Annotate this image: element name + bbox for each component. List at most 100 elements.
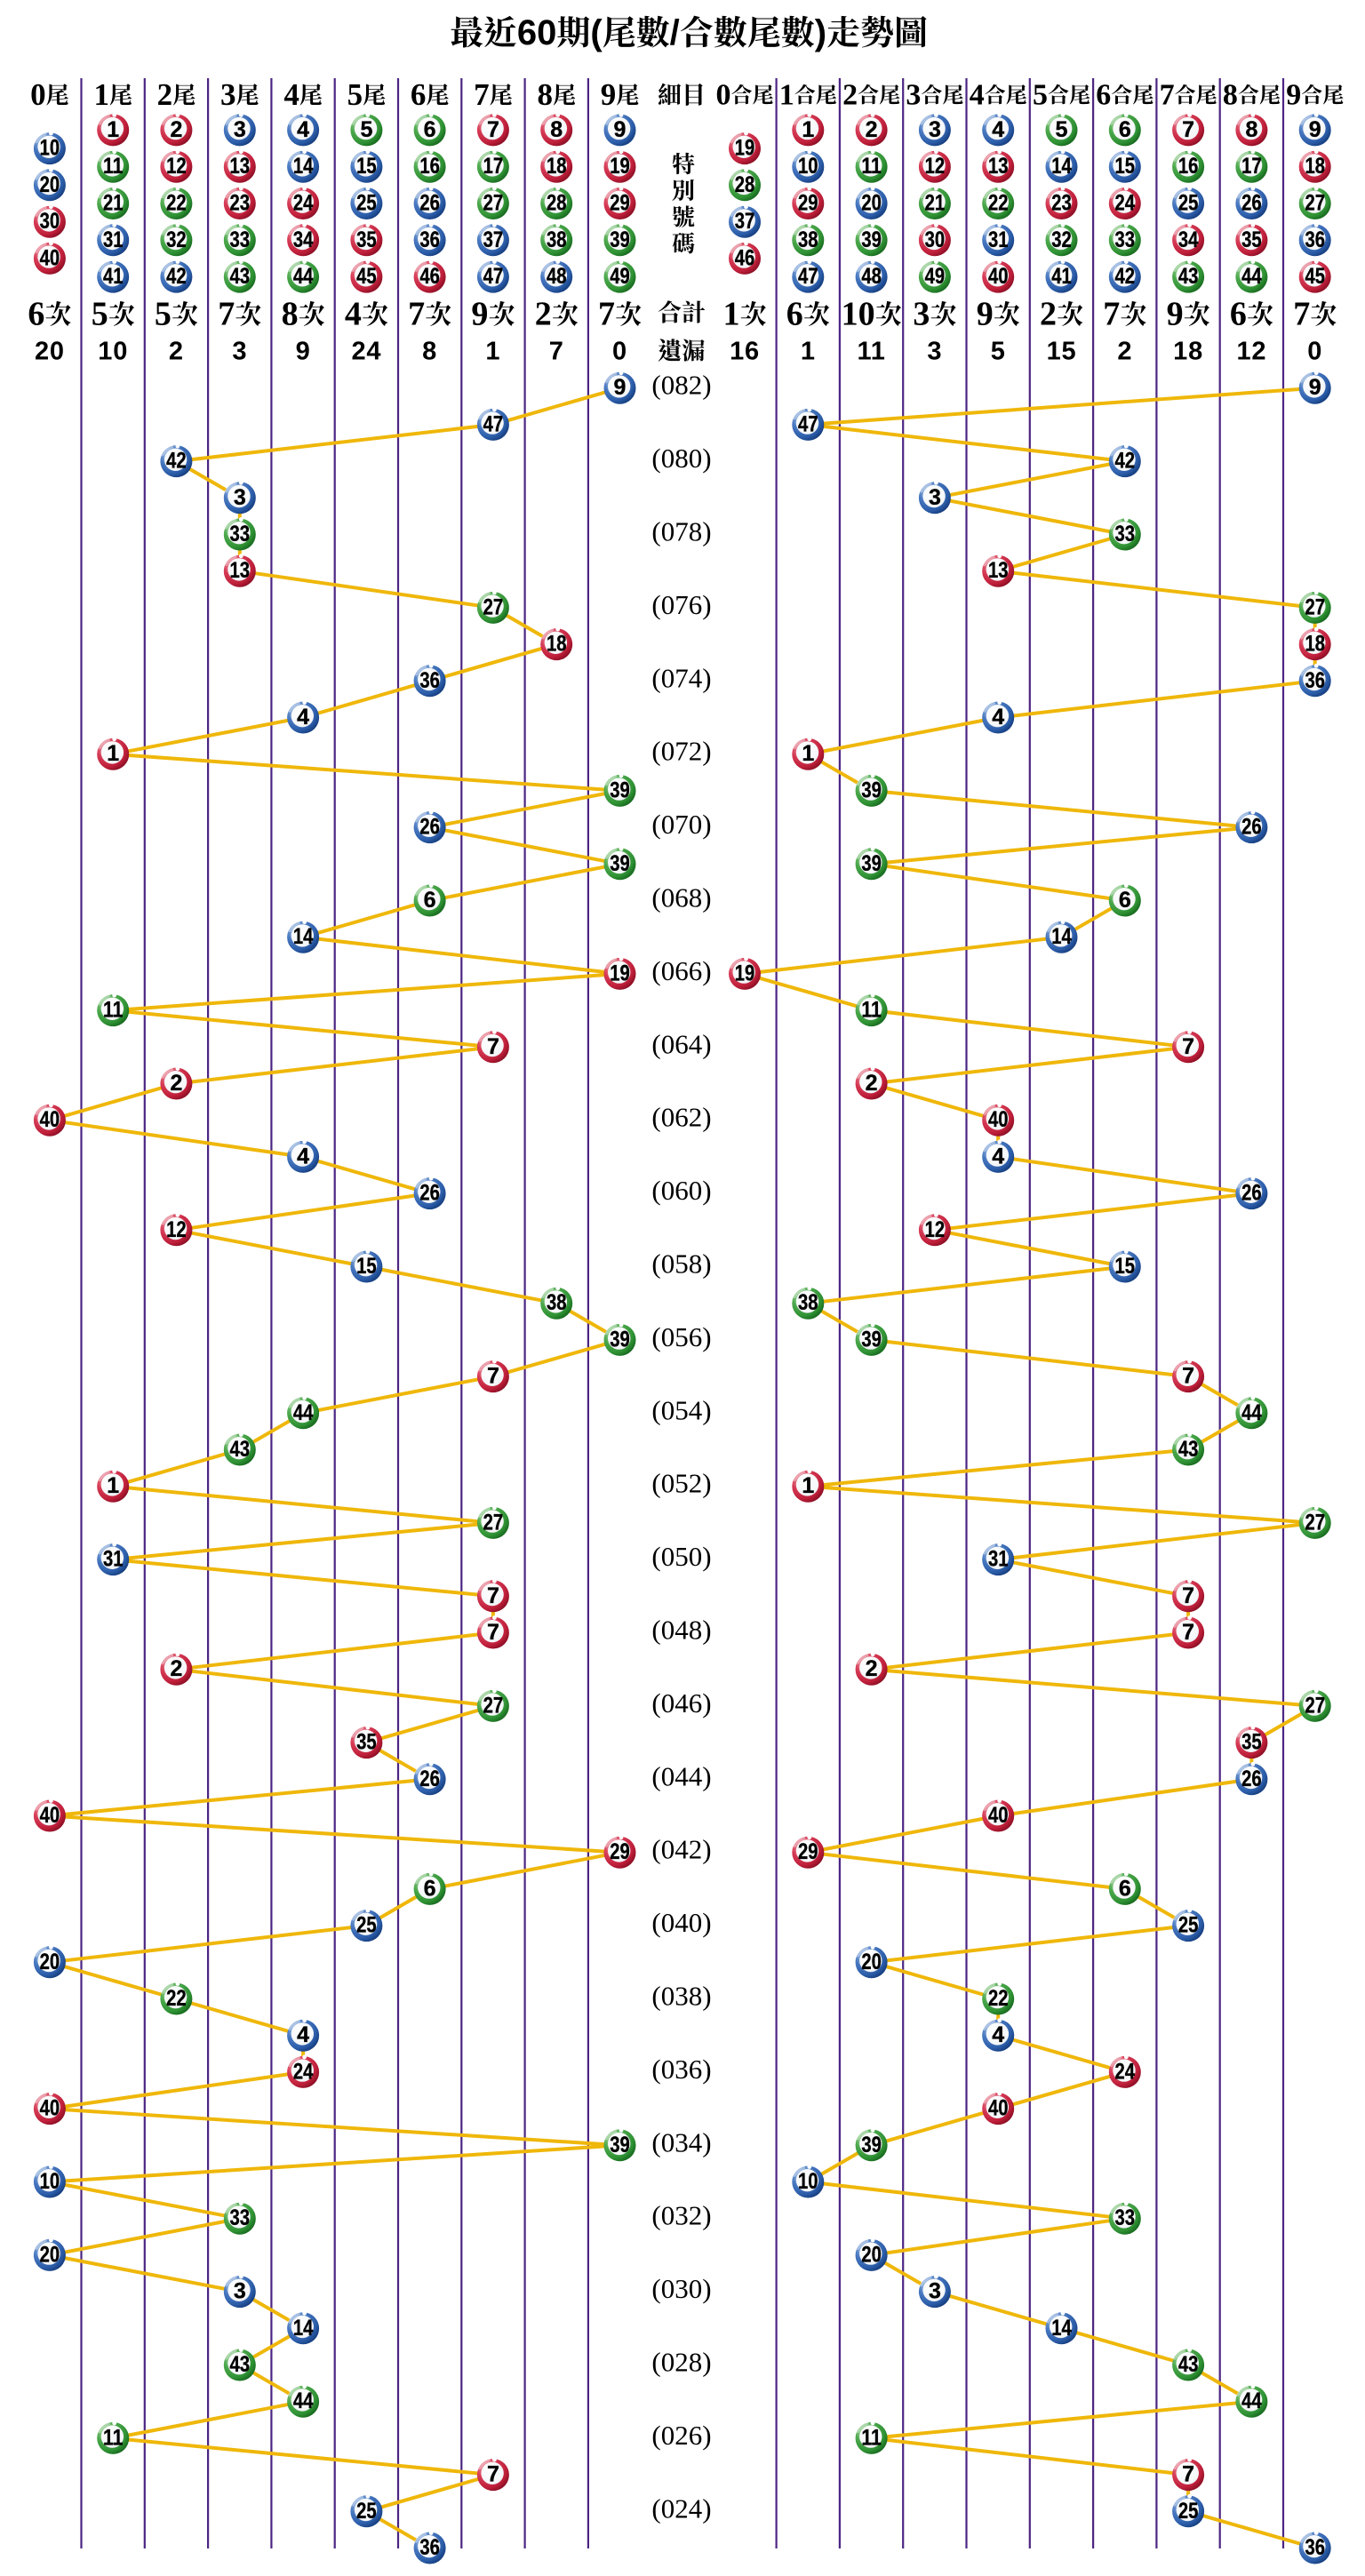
svg-text:25: 25 xyxy=(356,2499,377,2524)
svg-text:(052): (052) xyxy=(651,1468,711,1499)
svg-text:32: 32 xyxy=(1051,227,1072,252)
svg-text:20: 20 xyxy=(861,191,882,216)
svg-text:2: 2 xyxy=(842,79,858,112)
svg-text:19: 19 xyxy=(610,961,630,985)
svg-text:9: 9 xyxy=(601,77,617,112)
svg-text:4: 4 xyxy=(297,2022,309,2047)
svg-text:4: 4 xyxy=(970,79,985,112)
svg-text:10: 10 xyxy=(842,296,875,333)
svg-text:14: 14 xyxy=(1051,154,1072,179)
svg-text:20: 20 xyxy=(35,338,65,366)
svg-text:(034): (034) xyxy=(651,2126,711,2157)
svg-text:44: 44 xyxy=(293,264,314,289)
svg-text:27: 27 xyxy=(1305,594,1325,619)
svg-text:5: 5 xyxy=(155,296,172,333)
svg-text:6: 6 xyxy=(28,296,44,333)
svg-text:7: 7 xyxy=(1182,1364,1194,1389)
svg-text:36: 36 xyxy=(1305,227,1325,252)
svg-text:11: 11 xyxy=(103,998,124,1023)
svg-text:26: 26 xyxy=(1241,815,1262,840)
svg-text:36: 36 xyxy=(1305,668,1325,693)
svg-text:45: 45 xyxy=(356,264,377,289)
svg-text:(060): (060) xyxy=(651,1175,711,1206)
svg-text:28: 28 xyxy=(735,172,755,197)
svg-text:3: 3 xyxy=(234,485,246,510)
svg-text:9: 9 xyxy=(614,375,627,400)
svg-text:36: 36 xyxy=(419,668,440,693)
svg-text:39: 39 xyxy=(861,2133,882,2157)
svg-text:7: 7 xyxy=(1160,79,1175,112)
svg-text:8: 8 xyxy=(1245,117,1257,142)
svg-text:22: 22 xyxy=(988,191,1009,216)
svg-text:39: 39 xyxy=(610,778,630,802)
svg-text:13: 13 xyxy=(230,154,251,179)
svg-text:17: 17 xyxy=(483,154,504,179)
svg-text:48: 48 xyxy=(861,264,882,289)
svg-text:41: 41 xyxy=(1051,264,1072,289)
svg-text:11: 11 xyxy=(861,154,882,179)
svg-text:27: 27 xyxy=(1305,1693,1325,1718)
svg-text:5: 5 xyxy=(991,338,1006,366)
svg-text:10: 10 xyxy=(798,2169,818,2194)
svg-text:7: 7 xyxy=(218,296,235,333)
svg-text:6: 6 xyxy=(424,117,436,142)
svg-text:(048): (048) xyxy=(651,1615,711,1646)
svg-text:14: 14 xyxy=(1051,924,1072,949)
svg-text:38: 38 xyxy=(798,227,818,252)
svg-text:17: 17 xyxy=(1241,154,1262,179)
svg-text:19: 19 xyxy=(735,136,755,161)
svg-text:7: 7 xyxy=(1182,117,1194,142)
svg-text:47: 47 xyxy=(483,264,504,289)
svg-text:15: 15 xyxy=(1047,338,1077,366)
svg-text:3: 3 xyxy=(234,117,246,142)
svg-text:0: 0 xyxy=(30,77,46,112)
svg-text:40: 40 xyxy=(40,1803,60,1828)
svg-text:40: 40 xyxy=(988,1107,1009,1132)
svg-text:5: 5 xyxy=(1056,117,1068,142)
svg-text:23: 23 xyxy=(230,191,251,216)
svg-text:(038): (038) xyxy=(651,1981,711,2012)
svg-text:(024): (024) xyxy=(651,2492,711,2524)
svg-text:31: 31 xyxy=(103,227,124,252)
svg-text:(076): (076) xyxy=(651,589,711,620)
svg-text:3: 3 xyxy=(929,485,941,510)
svg-text:3: 3 xyxy=(929,2279,941,2304)
svg-text:12: 12 xyxy=(166,1217,187,1242)
svg-text:6: 6 xyxy=(786,296,803,333)
svg-text:1: 1 xyxy=(107,117,119,142)
svg-text:40: 40 xyxy=(40,2096,60,2121)
svg-text:21: 21 xyxy=(103,191,124,216)
svg-text:44: 44 xyxy=(1241,2389,1262,2413)
svg-text:18: 18 xyxy=(547,632,567,657)
svg-text:1: 1 xyxy=(779,79,794,112)
svg-text:8: 8 xyxy=(537,77,553,112)
svg-text:7: 7 xyxy=(474,77,490,112)
svg-text:40: 40 xyxy=(988,2096,1009,2121)
svg-text:20: 20 xyxy=(40,1950,60,1974)
svg-text:14: 14 xyxy=(293,154,314,179)
svg-text:27: 27 xyxy=(483,191,504,216)
svg-text:16: 16 xyxy=(730,338,760,366)
svg-text:(078): (078) xyxy=(651,516,711,547)
svg-text:49: 49 xyxy=(610,264,630,289)
svg-text:33: 33 xyxy=(230,522,251,546)
svg-text:40: 40 xyxy=(988,1803,1009,1828)
svg-text:26: 26 xyxy=(419,1767,440,1791)
svg-text:33: 33 xyxy=(230,227,251,252)
svg-text:(028): (028) xyxy=(651,2347,711,2378)
svg-text:31: 31 xyxy=(988,1547,1009,1572)
svg-text:7: 7 xyxy=(549,338,564,366)
svg-text:6: 6 xyxy=(1096,79,1111,112)
svg-text:44: 44 xyxy=(293,1400,314,1425)
svg-text:27: 27 xyxy=(1305,1510,1325,1535)
svg-text:25: 25 xyxy=(356,191,377,216)
svg-text:18: 18 xyxy=(1173,338,1203,366)
svg-text:1: 1 xyxy=(107,741,119,766)
svg-text:24: 24 xyxy=(293,2059,314,2084)
svg-text:15: 15 xyxy=(1115,154,1136,179)
svg-text:26: 26 xyxy=(419,191,440,216)
svg-text:24: 24 xyxy=(351,338,381,366)
svg-text:43: 43 xyxy=(1178,1437,1199,1462)
svg-text:(040): (040) xyxy=(651,1907,711,1938)
svg-text:16: 16 xyxy=(419,154,440,179)
